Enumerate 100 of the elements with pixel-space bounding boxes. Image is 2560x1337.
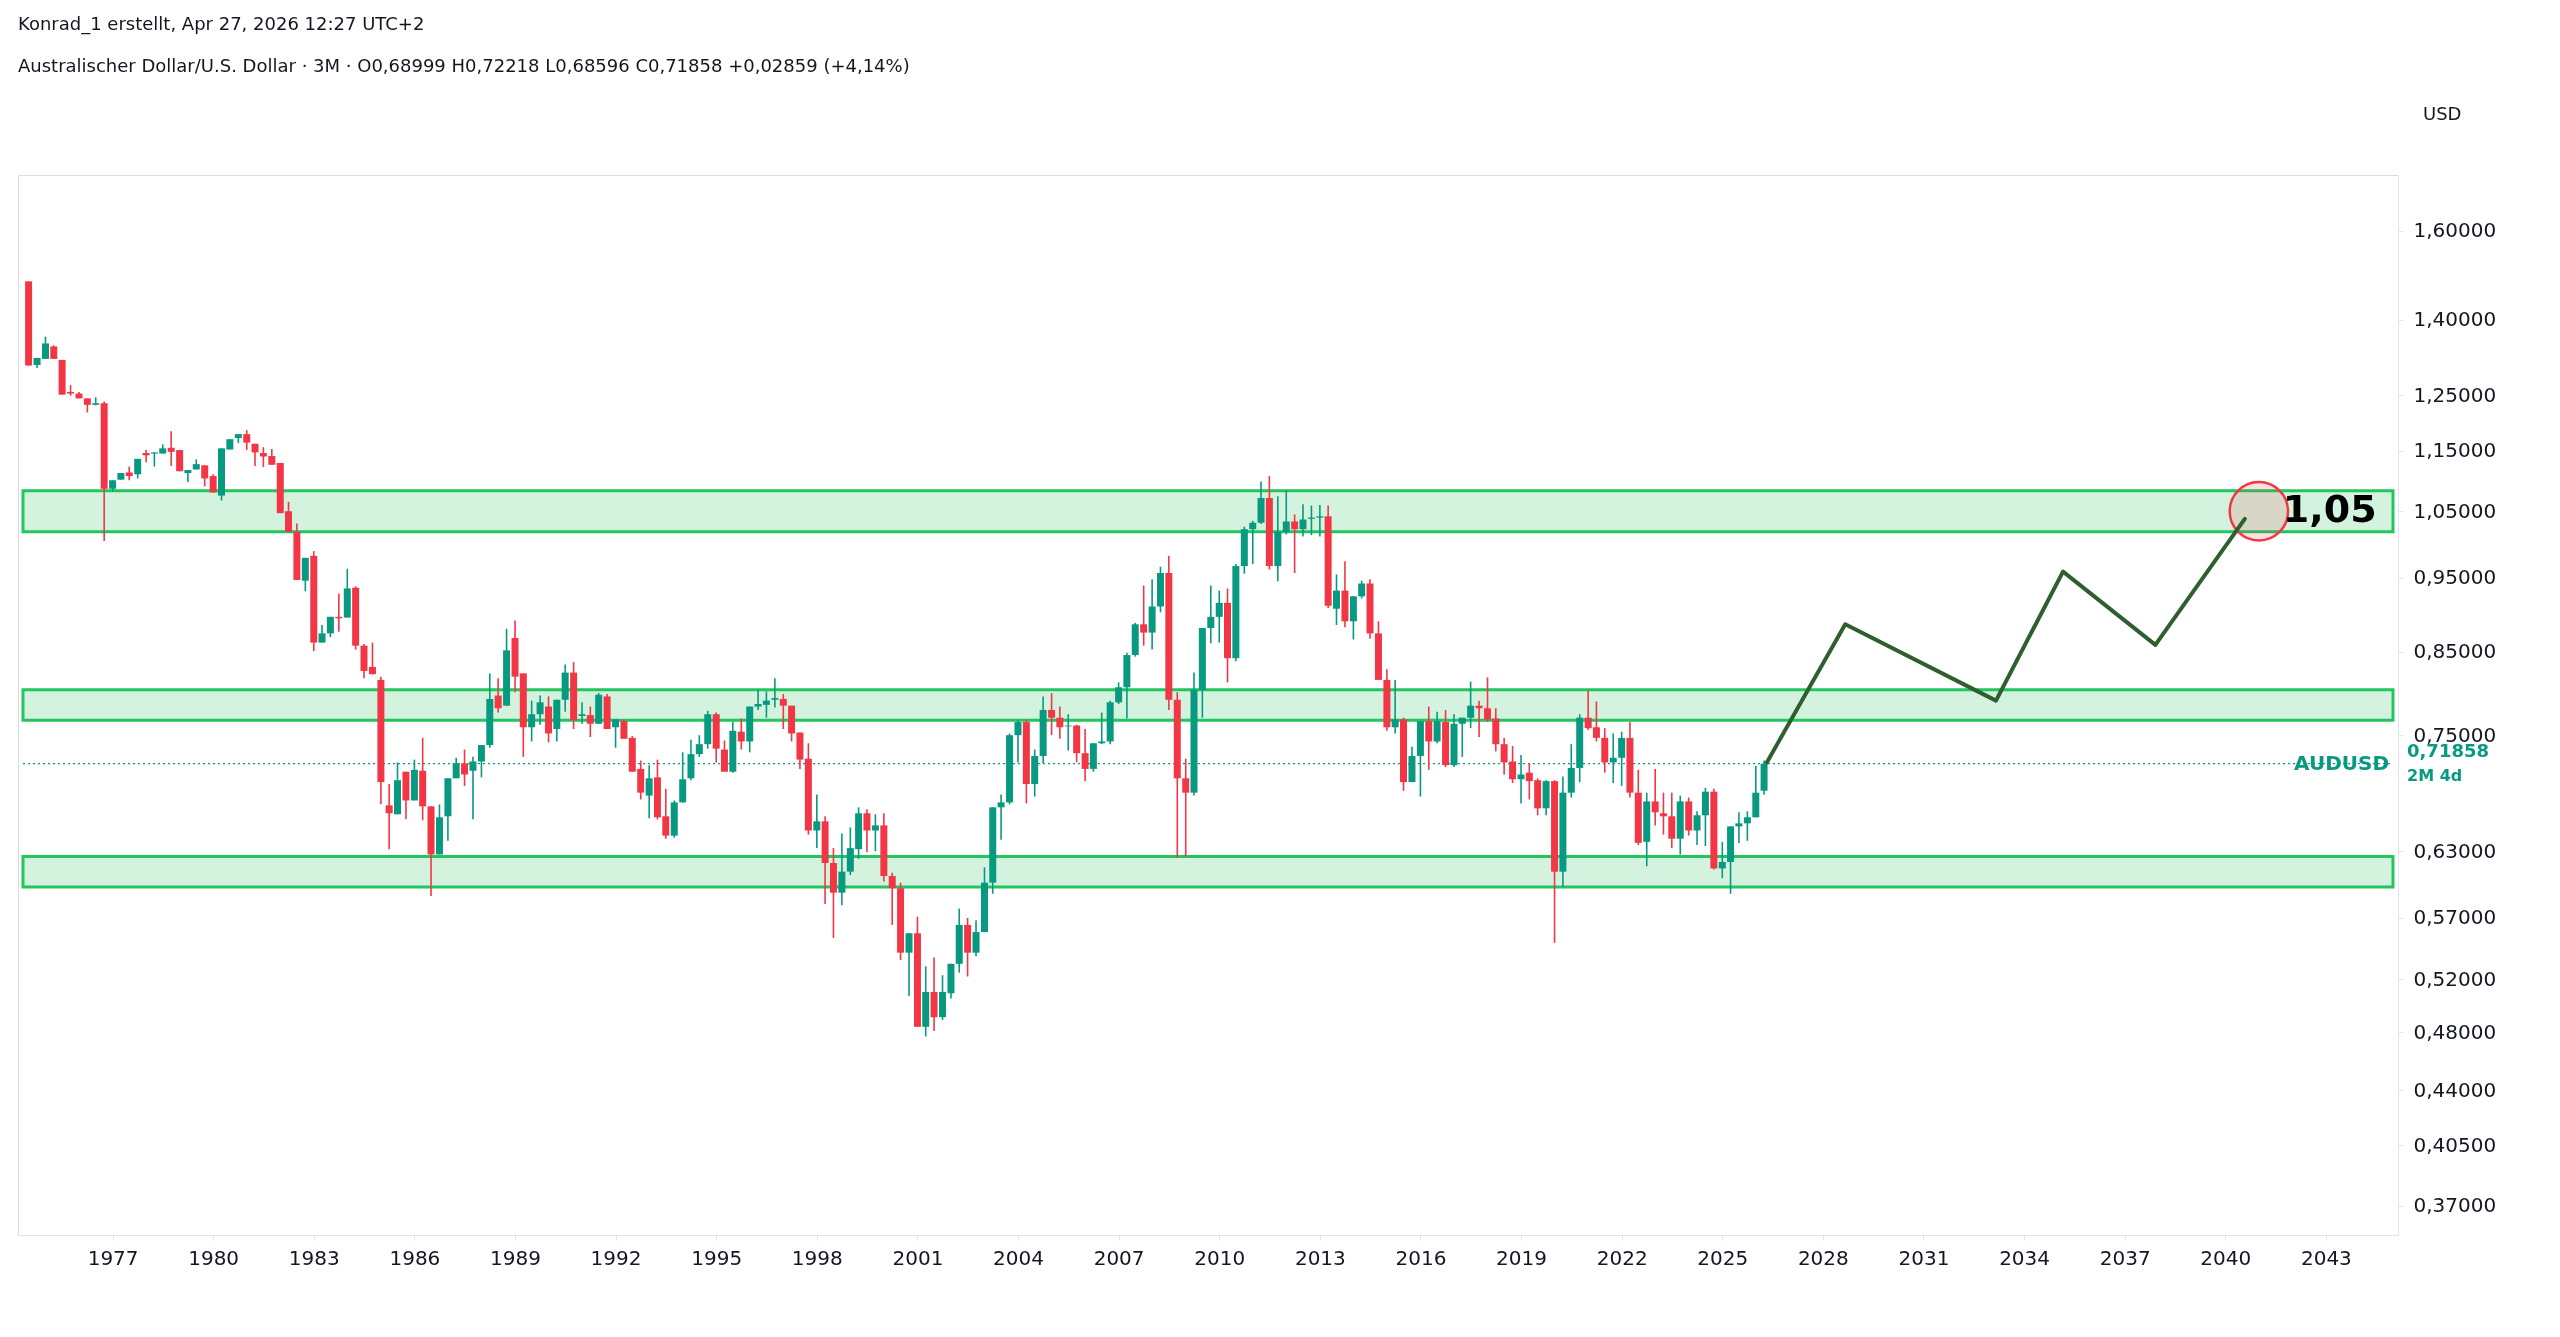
- x-tick-label: 2007: [1093, 1245, 1145, 1270]
- y-tick-label: 0,44000: [2413, 1077, 2497, 1102]
- y-tick-label: 0,40500: [2413, 1132, 2497, 1157]
- candlestick: [1249, 520, 1257, 565]
- candlestick: [905, 932, 913, 997]
- y-tick-label: 1,60000: [2413, 218, 2497, 243]
- candlestick: [863, 808, 871, 854]
- x-tick-label: 2025: [1697, 1245, 1749, 1270]
- y-tick-label: 0,52000: [2413, 966, 2497, 991]
- candlestick: [695, 734, 703, 758]
- candlestick: [1115, 681, 1123, 705]
- text: USD: [2423, 103, 2462, 124]
- candlestick: [586, 705, 594, 738]
- x-tick-label: 2031: [1898, 1245, 1950, 1270]
- candlestick: [301, 557, 309, 593]
- candlestick: [1391, 679, 1399, 735]
- candlestick: [1467, 680, 1475, 729]
- candlestick: [368, 641, 376, 675]
- candlestick: [1701, 787, 1709, 847]
- x-tick-label: 2010: [1194, 1245, 1246, 1270]
- y-tick-label: 1,25000: [2413, 382, 2497, 407]
- candlestick: [612, 718, 620, 749]
- x-tick-label: 1995: [691, 1245, 743, 1270]
- x-tick-label: 2013: [1294, 1245, 1346, 1270]
- text: 2M 4d: [2407, 765, 2463, 785]
- candlestick: [536, 694, 544, 726]
- candlestick: [385, 783, 393, 850]
- candlestick: [1651, 768, 1659, 827]
- candlestick: [201, 464, 209, 488]
- x-tick-label: 2034: [1999, 1245, 2051, 1270]
- candlestick: [871, 813, 879, 853]
- candlestick: [243, 429, 251, 451]
- y-tick-label: 0,85000: [2413, 639, 2497, 664]
- candlestick: [1718, 841, 1726, 880]
- chart-subtitle: Australischer Dollar/U.S. Dollar · 3M · O0,68999 H0,72218 L0,68596 C0,71858 +0,02859 (+4,14%): [18, 55, 910, 76]
- candlestick: [184, 469, 192, 483]
- candlestick: [1659, 791, 1667, 836]
- x-tick-label: 2037: [2099, 1245, 2151, 1270]
- ref-line-label: AUDUSD: [2294, 750, 2389, 775]
- y-tick-label: 0,57000: [2413, 905, 2497, 930]
- x-tick-label: 2028: [1797, 1245, 1849, 1270]
- candlestick: [125, 465, 133, 482]
- candlestick: [1081, 728, 1089, 782]
- y-tick-label: 1,40000: [2413, 307, 2497, 332]
- candlestick: [1425, 705, 1433, 771]
- candlestick: [578, 701, 586, 725]
- candlestick: [1332, 573, 1340, 626]
- candlestick: [972, 919, 980, 958]
- candlestick: [494, 677, 502, 714]
- x-tick-label: 2004: [993, 1245, 1044, 1270]
- candlestick: [1215, 589, 1223, 644]
- candlestick: [620, 718, 628, 740]
- y-tick-label: 0,95000: [2413, 565, 2497, 590]
- candlestick: [838, 832, 846, 906]
- x-tick-label: 1983: [288, 1245, 340, 1270]
- x-tick-label: 2019: [1496, 1245, 1547, 1270]
- candlestick: [1735, 811, 1743, 844]
- candlestick: [1182, 757, 1190, 858]
- candlestick: [1291, 513, 1299, 574]
- candlestick: [1282, 489, 1290, 536]
- x-tick-label: 1992: [590, 1245, 642, 1270]
- candlestick: [771, 677, 779, 709]
- candlestick: [813, 793, 821, 849]
- y-tick-label: 0,48000: [2413, 1019, 2497, 1044]
- candlestick: [92, 396, 100, 407]
- x-tick-label: 1980: [188, 1245, 240, 1270]
- y-tick-label: 1,15000: [2413, 438, 2497, 463]
- chart-title: Konrad_1 erstellt, Apr 27, 2026 12:27 UTC+2: [18, 13, 425, 35]
- candlestick: [1140, 584, 1148, 647]
- candlestick: [1458, 716, 1466, 758]
- x-tick-label: 2001: [892, 1245, 944, 1270]
- candlestick: [1048, 692, 1056, 737]
- x-tick-label: 1986: [389, 1245, 441, 1270]
- candlestick: [528, 699, 536, 743]
- candlestick: [461, 748, 469, 787]
- candlestick: [1056, 705, 1064, 740]
- x-tick-label: 2043: [2300, 1245, 2352, 1270]
- candlestick: [779, 693, 787, 730]
- x-tick-label: 1989: [490, 1245, 541, 1270]
- candlestick: [1207, 584, 1215, 645]
- candlestick: [1433, 710, 1441, 745]
- candlestick: [720, 739, 728, 773]
- candlestick: [997, 793, 1005, 841]
- candlestick: [737, 717, 745, 751]
- candlestick: [1693, 810, 1701, 846]
- y-tick-label: 0,37000: [2413, 1193, 2497, 1218]
- candlestick: [1668, 791, 1676, 849]
- candlestick: [1743, 810, 1751, 842]
- candlestick: [1316, 504, 1324, 538]
- candlestick: [1299, 503, 1307, 538]
- x-tick-label: 1977: [87, 1245, 139, 1270]
- candlestick: [888, 871, 896, 926]
- x-tick-label: 1998: [791, 1245, 843, 1270]
- candlestick: [1484, 676, 1492, 723]
- y-tick-label: 0,63000: [2413, 838, 2497, 863]
- x-tick-label: 2040: [2200, 1245, 2252, 1270]
- x-tick-label: 2022: [1596, 1245, 1648, 1270]
- candlestick: [1098, 711, 1106, 745]
- x-tick-label: 2016: [1395, 1245, 1447, 1270]
- y-tick-label: 1,05000: [2413, 498, 2497, 523]
